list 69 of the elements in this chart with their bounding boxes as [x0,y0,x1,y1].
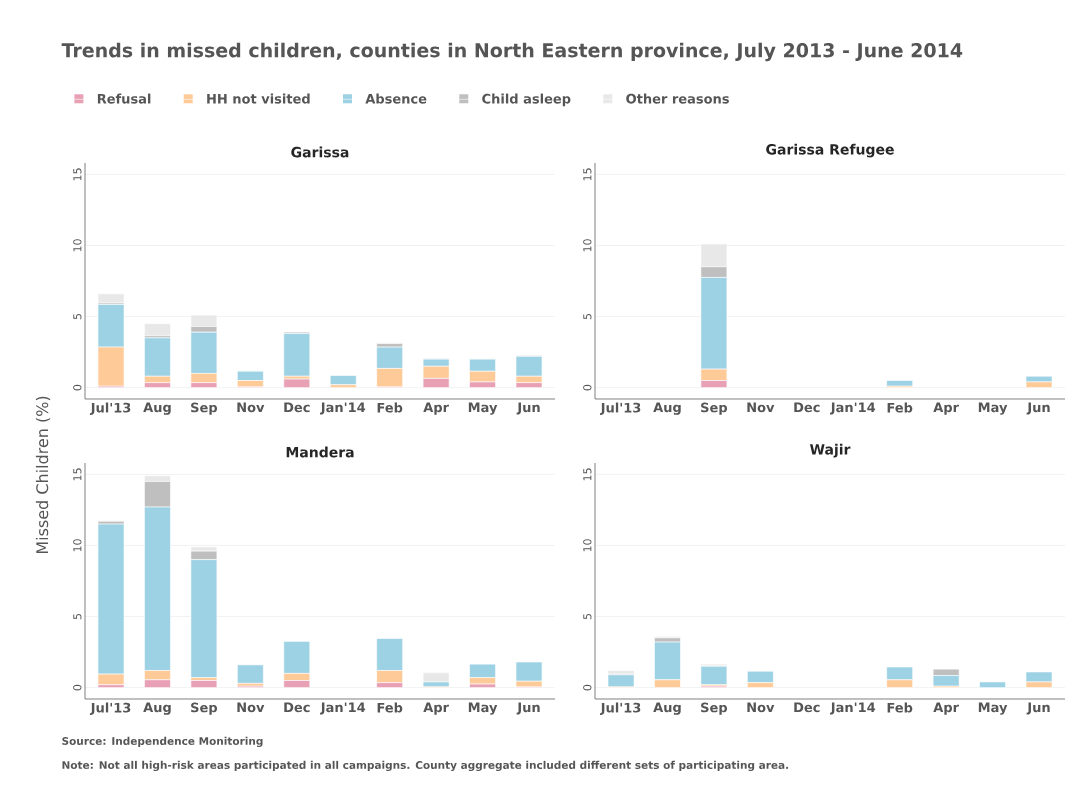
y-tick-label: 15 [73,468,82,481]
x-tick-label: Nov [237,702,265,713]
y-tick-label: 0 [583,384,592,391]
y-tick-label: 15 [583,168,592,181]
x-tick-label: Aug [653,702,681,715]
x-tick-label: Jun [1026,402,1050,415]
chart-subtitle: Garissa [291,146,349,158]
legend-label: Child asleep [482,93,571,107]
x-tick-label: Jun [516,702,540,715]
chart-title: Trends in missed children, counties in North Eastern province, July 2013 - June 2014 [61,42,963,62]
text: Note: Not all high-risk areas participated in all campaigns. County aggregate included different sets of participating area. [62,760,789,772]
x-tick-label: Sep [701,702,728,715]
x-tick-label: Nov [237,402,265,413]
x-tick-label: May [468,402,498,415]
x-tick-label: Feb [377,702,403,713]
x-tick-label: Jan'14 [320,702,366,715]
x-tick-label: Aug [143,702,171,715]
x-tick-label: Apr [423,702,449,715]
x-tick-label: Apr [423,402,449,415]
x-tick-label: Dec [284,702,310,713]
x-tick-label: May [978,702,1008,715]
y-tick-label: 10 [73,239,82,252]
legend-label: Other reasons [626,93,729,104]
y-tick-label: 0 [73,684,82,691]
legend-label: HH not visited [207,93,310,104]
y-tick-label: 5 [583,613,592,620]
x-tick-label: Jan'14 [830,702,876,715]
x-tick-label: Apr [933,402,959,415]
y-tick-label: 10 [583,539,592,552]
x-tick-label: Sep [191,402,218,415]
y-tick-label: 15 [583,468,592,481]
x-tick-label: May [978,402,1008,415]
chart-subtitle: Garissa Refugee [766,143,894,158]
y-tick-label: 0 [583,684,592,691]
legend-label: Absence [365,93,427,104]
x-tick-label: Aug [143,402,171,415]
chart-subtitle: Mandera [286,446,354,458]
chart-subtitle: Wajir [809,443,851,458]
x-tick-label: Nov [747,402,775,413]
x-tick-label: Jul'13 [89,402,131,415]
y-tick-label: 0 [73,384,82,391]
source-note: Source: Independence Monitoring [62,736,263,748]
x-tick-label: Jun [516,402,540,415]
x-tick-label: Sep [701,402,728,415]
x-tick-label: Dec [794,402,820,413]
legend-label: Refusal [97,93,151,104]
x-tick-label: Apr [933,702,959,715]
x-tick-label: Feb [887,402,913,413]
y-tick-label: 10 [583,239,592,252]
x-tick-label: Dec [284,402,310,413]
x-tick-label: Jan'14 [830,402,876,415]
x-tick-label: Jul'13 [89,702,131,715]
y-tick-label: 5 [73,613,82,620]
y-tick-label: 15 [73,168,82,181]
y-tick-label: 5 [73,313,82,320]
x-tick-label: Feb [887,702,913,713]
y-axis-title: Missed Children (%) [35,396,51,554]
x-tick-label: Dec [794,702,820,713]
x-tick-label: Jul'13 [599,402,641,415]
x-tick-label: Aug [653,402,681,415]
x-tick-label: Jan'14 [320,402,366,415]
x-tick-label: Feb [377,402,403,413]
y-tick-label: 5 [583,313,592,320]
x-tick-label: Nov [747,702,775,713]
x-tick-label: Jul'13 [599,702,641,715]
x-tick-label: Jun [1026,702,1050,715]
y-tick-label: 10 [73,539,82,552]
x-tick-label: Sep [191,702,218,715]
x-tick-label: May [468,702,498,715]
